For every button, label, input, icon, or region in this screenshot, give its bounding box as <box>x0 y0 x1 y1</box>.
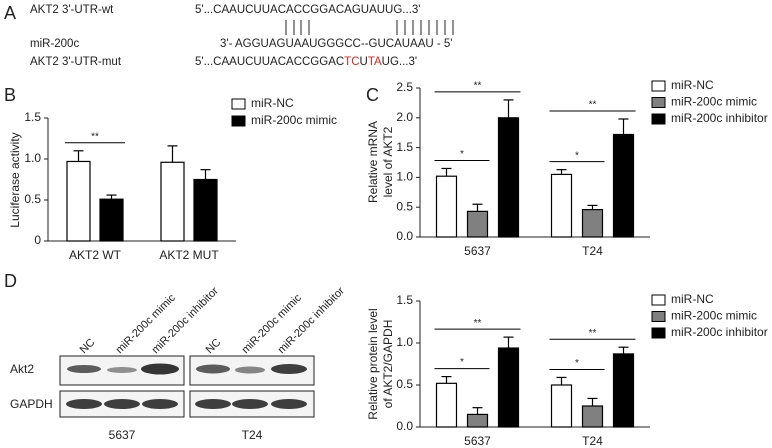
x-tick-label: T24 <box>582 244 603 258</box>
bar <box>612 133 635 238</box>
legend-swatch <box>651 113 666 125</box>
legend-swatch <box>231 98 246 110</box>
y-tick-label: 0 <box>34 233 41 247</box>
legend-label: miR-200c inhibitor <box>671 325 768 339</box>
significance-label: ** <box>474 318 482 329</box>
legend-swatch <box>651 327 666 339</box>
sequence-part: TA <box>368 56 382 68</box>
x-tick-label: AKT2 WT <box>69 248 122 262</box>
panel-label: A <box>4 3 16 23</box>
y-axis-label: level of AKT2 <box>381 126 395 197</box>
bar <box>193 178 218 242</box>
y-tick-label: 1.5 <box>24 110 41 124</box>
x-tick-label: 5637 <box>464 244 491 258</box>
y-tick-label: 0.0 <box>396 229 413 243</box>
significance-label: ** <box>589 328 597 339</box>
significance-label: * <box>575 358 579 369</box>
x-tick-label: T24 <box>582 434 603 448</box>
legend-swatch <box>651 311 666 322</box>
bar <box>466 413 489 428</box>
group-label: T24 <box>242 428 263 442</box>
lane-label: NC <box>78 336 98 356</box>
group-label: 5637 <box>109 428 136 442</box>
bar <box>550 384 573 428</box>
significance-label: * <box>575 150 579 161</box>
bar <box>66 160 91 242</box>
blot-bands <box>66 363 307 409</box>
significance-label: ** <box>474 81 482 92</box>
x-tick-label: 5637 <box>464 434 491 448</box>
sequence-part: 5'...CAAUCUUACACCGGAC <box>195 56 344 68</box>
y-tick-label: 0.0 <box>396 419 413 433</box>
lane-label: miR-200c mimic <box>240 292 305 357</box>
bar <box>550 173 573 238</box>
significance-label: ** <box>589 100 597 111</box>
sequence: 5'...CAAUCUUACACCGGACAGUAUUG...3' <box>195 4 421 16</box>
y-tick-label: 0.5 <box>396 377 413 391</box>
significance-label: * <box>460 149 464 160</box>
bar <box>99 198 124 242</box>
bar <box>497 347 520 428</box>
sequence-part: TC <box>344 56 359 68</box>
significance-label: ** <box>91 131 99 142</box>
y-tick-label: 0.5 <box>24 192 41 206</box>
bar <box>497 117 520 238</box>
bar <box>435 175 458 238</box>
x-tick-label: AKT2 MUT <box>159 248 219 262</box>
panel-label: D <box>4 271 17 291</box>
legend-label: miR-NC <box>251 96 294 110</box>
legend-swatch <box>651 97 666 108</box>
legend-label: miR-NC <box>671 78 714 92</box>
y-tick-label: 1.0 <box>24 151 41 165</box>
y-tick-label: 1.0 <box>396 170 413 184</box>
y-tick-label: 2.5 <box>396 80 413 94</box>
y-axis-label: Relative protein level <box>366 308 380 419</box>
row-label: Akt2 <box>10 362 34 376</box>
western-blot: NC miR-200c mimic miR-200c inhibitor NC … <box>10 285 347 442</box>
sequence-part: U <box>360 56 368 68</box>
y-axis-label: Relative mRNA <box>366 121 380 203</box>
bar <box>581 405 604 428</box>
sequence-part: 3'- AGGUAGUAAUGGGCC--GUCAUAAU - 5' <box>220 38 453 50</box>
sequence-part: 5'...CAAUCUUACACCGGACAGUAUUG...3' <box>195 4 421 16</box>
sequence-name: miR-200c <box>30 38 79 50</box>
sequence-part: UG...3' <box>382 56 417 68</box>
y-axis-label: Luciferase activity <box>8 132 22 227</box>
bar <box>435 382 458 428</box>
bar <box>612 353 635 428</box>
sequence: 3'- AGGUAGUAAUGGGCC--GUCAUAAU - 5' <box>220 38 453 50</box>
legend-label: miR-200c inhibitor <box>671 111 768 125</box>
sequence-panel: AKT2 3'-UTR-wt 5'...CAAUCUUACACCGGACAGUA… <box>30 4 454 68</box>
lane-label: miR-200c mimic <box>114 292 179 357</box>
sequence: 5'...CAAUCUUACACCGGACTCUTAUG...3' <box>195 56 417 68</box>
y-tick-label: 0.5 <box>396 199 413 213</box>
significance-label: * <box>460 357 464 368</box>
y-tick-label: 1.0 <box>396 335 413 349</box>
y-tick-label: 1.5 <box>396 293 413 307</box>
legend-label: miR-200c mimic <box>671 309 757 323</box>
y-tick-label: 1.5 <box>396 140 413 154</box>
pairing-lines <box>285 20 454 35</box>
panel-label: B <box>4 85 16 105</box>
legend-swatch <box>651 80 666 92</box>
panel-label: C <box>366 85 379 105</box>
y-axis-label: of AKT2/GAPDH <box>381 320 395 409</box>
legend-swatch <box>231 115 246 127</box>
bar <box>466 210 489 238</box>
legend-label: miR-200c mimic <box>671 95 757 109</box>
legend-label: miR-200c mimic <box>251 113 337 127</box>
row-label: GAPDH <box>10 397 53 411</box>
legend-label: miR-NC <box>671 292 714 306</box>
bar <box>160 161 185 242</box>
sequence-name: AKT2 3'-UTR-wt <box>30 4 114 16</box>
y-tick-label: 2.0 <box>396 110 413 124</box>
lane-label: NC <box>204 336 224 356</box>
sequence-name: AKT2 3'-UTR-mut <box>30 56 122 68</box>
legend-swatch <box>651 294 666 306</box>
bar <box>581 208 604 238</box>
lane-label: miR-200c inhibitor <box>276 285 347 356</box>
